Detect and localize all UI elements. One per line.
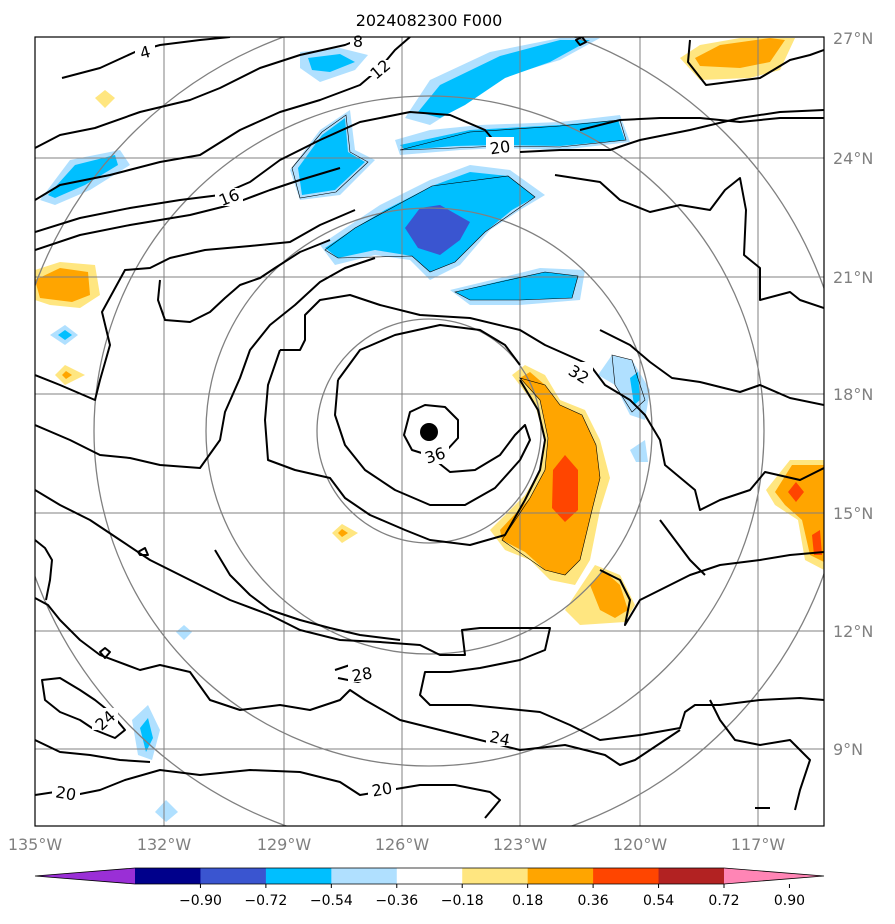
lat-label-21n: 21°N [833, 268, 873, 287]
lon-label-132w: 132°W [137, 835, 192, 854]
colorbar-label: 0.54 [643, 893, 674, 909]
colorbar-label: 0.36 [578, 893, 609, 909]
contour-labels: 4 8 12 16 20 24 28 32 36 24 20 20 [52, 32, 593, 805]
contour-label-20: 20 [489, 137, 512, 159]
lat-label-15n: 15°N [833, 504, 873, 523]
lon-label-123w: 123°W [493, 835, 548, 854]
map-title: 2024082300 F000 [356, 11, 503, 30]
colorbar-segment [396, 868, 463, 884]
lon-label-117w: 117°W [731, 835, 786, 854]
lon-label-120w: 120°W [613, 835, 668, 854]
lat-label-18n: 18°N [833, 385, 873, 404]
colorbar: −0.90 −0.72 −0.54 −0.36 −0.18 0.18 0.36 0.54 0.7… [34, 867, 825, 909]
colorbar-segment [265, 868, 332, 884]
contour-label-4: 4 [138, 42, 153, 63]
lon-label-126w: 126°W [375, 835, 430, 854]
colorbar-outline [34, 867, 825, 885]
lat-label-27n: 27°N [833, 29, 873, 48]
colorbar-label: 0.90 [774, 893, 805, 909]
colorbar-label: −0.54 [310, 893, 353, 909]
colorbar-label: 0.18 [512, 893, 543, 909]
plot-area [35, 37, 824, 826]
contour-label-8: 8 [353, 32, 363, 51]
lat-label-9n: 9°N [833, 740, 863, 759]
lat-label-12n: 12°N [833, 622, 873, 641]
colorbar-label: −0.90 [179, 893, 222, 909]
storm-center-dot [420, 423, 438, 441]
colorbar-label: −0.36 [375, 893, 418, 909]
latitude-labels: 27°N 24°N 21°N 18°N 15°N 12°N 9°N [833, 29, 873, 759]
colorbar-label: −0.18 [441, 893, 484, 909]
lon-label-129w: 129°W [257, 835, 312, 854]
colorbar-segment [462, 868, 529, 884]
range-rings [35, 37, 824, 826]
colorbar-segment [135, 868, 201, 884]
colorbar-label: −0.72 [244, 893, 287, 909]
contour-label-20-left: 20 [54, 782, 77, 804]
contour-label-28: 28 [350, 663, 373, 685]
colorbar-segment [331, 868, 398, 884]
contour-label-20-bottom: 20 [370, 778, 393, 800]
colorbar-label: 0.72 [708, 893, 739, 909]
longitude-labels: 135°W 132°W 129°W 126°W 123°W 120°W 117°… [8, 835, 786, 854]
lat-label-24n: 24°N [833, 149, 873, 168]
graticule [35, 37, 824, 826]
contour-label-12: 12 [366, 56, 394, 84]
colorbar-segment [200, 868, 267, 884]
lon-label-135w: 135°W [8, 835, 63, 854]
colorbar-segment [658, 868, 725, 884]
plot-frame [34, 36, 825, 827]
colorbar-extend-low [35, 868, 135, 884]
colorbar-extend-high [724, 868, 824, 884]
colorbar-segment [593, 868, 660, 884]
contour-lines [35, 37, 824, 819]
colorbar-segment [527, 868, 594, 884]
shading-outlines [291, 114, 646, 576]
contour-label-24-bottom: 24 [488, 727, 512, 750]
